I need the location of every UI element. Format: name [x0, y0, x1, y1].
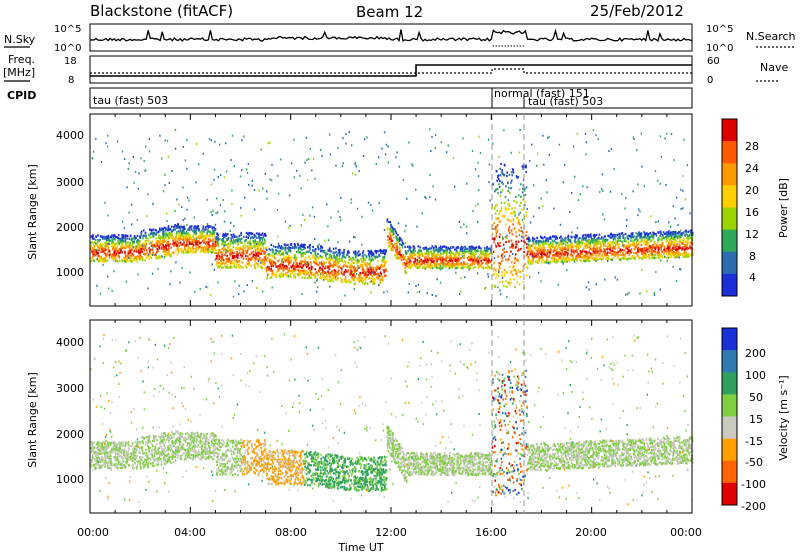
velocity-colorbar: 200 100 50 15 -15 -50 -100 -200 Velocity… [722, 328, 790, 513]
power-scale-tick-28: 28 [745, 140, 759, 153]
power-ytick-4000: 4000 [56, 129, 84, 142]
freq-label-line1: Freq. [8, 53, 35, 66]
colorbar-swatch [722, 141, 737, 163]
time-tick-2000: 20:00 [575, 526, 607, 539]
vel-scale-tick-m100: -100 [741, 478, 766, 491]
colorbar-swatch [722, 328, 737, 350]
power-scale-tick-20: 20 [745, 184, 759, 197]
time-axis: 00:00 04:00 08:00 12:00 16:00 20:00 00:0… [77, 526, 702, 554]
colorbar-swatch [722, 350, 737, 372]
power-range-axis-label: Slant Range [km] [26, 164, 39, 260]
beam-title: Beam 12 [356, 3, 423, 21]
vel-ytick-4000: 4000 [56, 336, 84, 349]
power-scale-tick-8: 8 [749, 250, 756, 263]
nave-bottom-tick: 0 [707, 75, 713, 86]
noise-sky-series [90, 30, 692, 42]
time-tick-0000: 00:00 [77, 526, 109, 539]
colorbar-swatch [722, 394, 737, 416]
cpid-label: CPID [7, 89, 36, 102]
colorbar-swatch [722, 483, 737, 505]
velocity-scale-label: Velocity [m s⁻¹] [777, 375, 790, 460]
vel-scale-tick-m15: -15 [745, 435, 763, 448]
time-tick-0400: 04:00 [174, 526, 206, 539]
vel-scale-tick-50: 50 [749, 391, 763, 404]
velocity-range-axis-label: Slant Range [km] [26, 372, 39, 468]
power-scale-label: Power [dB] [777, 178, 790, 238]
velocity-data-layer [90, 334, 693, 506]
freq-label-line2: [MHz] [3, 66, 35, 79]
power-panel: Slant Range [km] 4000 3000 2000 1000 [26, 114, 694, 306]
vel-scale-tick-100: 100 [745, 369, 766, 382]
power-scale-tick-12: 12 [745, 228, 759, 241]
frequency-series [90, 65, 692, 76]
vel-scale-tick-m200: -200 [741, 500, 766, 513]
station-title: Blackstone (fitACF) [90, 2, 233, 20]
vel-scale-tick-15: 15 [749, 413, 763, 426]
power-colorbar: 28 24 20 16 12 8 4 Power [dB] [722, 119, 790, 296]
time-tick-1200: 12:00 [375, 526, 407, 539]
nave-label: Nave [760, 61, 788, 74]
power-range-ticks: 4000 3000 2000 1000 [56, 129, 84, 279]
colorbar-swatch [722, 372, 737, 394]
freq-bottom-tick: 8 [68, 75, 74, 86]
noise-search-label: N.Search [746, 30, 796, 43]
colorbar-swatch [722, 461, 737, 483]
time-tick-2400: 00:00 [670, 526, 702, 539]
colorbar-swatch [722, 208, 737, 230]
colorbar-swatch [722, 252, 737, 274]
power-ytick-2000: 2000 [56, 221, 84, 234]
colorbar-swatch [722, 274, 737, 296]
noise-left-top-tick: 10^5 [54, 24, 81, 35]
vel-ytick-1000: 1000 [56, 473, 84, 486]
time-axis-label: Time UT [337, 541, 383, 554]
colorbar-swatch [722, 439, 737, 461]
date-title: 25/Feb/2012 [590, 2, 684, 20]
vel-scale-tick-200: 200 [745, 347, 766, 360]
power-scale-tick-4: 4 [749, 271, 756, 284]
power-data-layer [90, 128, 694, 298]
noise-sky-label: N.Sky [4, 33, 36, 46]
noise-panel: N.Sky 10^5 10^0 10^5 10^0 N.Search [4, 24, 796, 54]
vel-ytick-3000: 3000 [56, 382, 84, 395]
colorbar-swatch [722, 163, 737, 185]
power-scale-tick-16: 16 [745, 206, 759, 219]
colorbar-swatch [722, 185, 737, 207]
noise-right-bottom-tick: 10^0 [706, 43, 733, 54]
velocity-range-ticks: 4000 3000 2000 1000 [56, 336, 84, 486]
noise-right-top-tick: 10^5 [706, 24, 733, 35]
colorbar-swatch [722, 119, 737, 141]
power-ytick-3000: 3000 [56, 176, 84, 189]
cpid-segment-1: tau (fast) 503 [93, 94, 168, 107]
cpid-segment-3: tau (fast) 503 [528, 95, 603, 108]
colorbar-swatch [722, 417, 737, 439]
colorbar-swatch [722, 230, 737, 252]
nave-series [90, 69, 692, 73]
cpid-panel: CPID tau (fast) 503 normal (fast) 151 ta… [7, 87, 692, 108]
vel-scale-tick-m50: -50 [745, 456, 763, 469]
power-ytick-1000: 1000 [56, 266, 84, 279]
velocity-panel: Slant Range [km] 4000 3000 2000 1000 [26, 320, 694, 513]
freq-top-tick: 18 [64, 56, 77, 67]
time-tick-0800: 08:00 [275, 526, 307, 539]
time-tick-1600: 16:00 [475, 526, 507, 539]
vel-ytick-2000: 2000 [56, 428, 84, 441]
power-scale-tick-24: 24 [745, 162, 759, 175]
noise-left-bottom-tick: 10^0 [54, 43, 81, 54]
nave-top-tick: 60 [707, 56, 720, 67]
frequency-panel: Freq. [MHz] 18 8 60 0 Nave [3, 53, 788, 86]
